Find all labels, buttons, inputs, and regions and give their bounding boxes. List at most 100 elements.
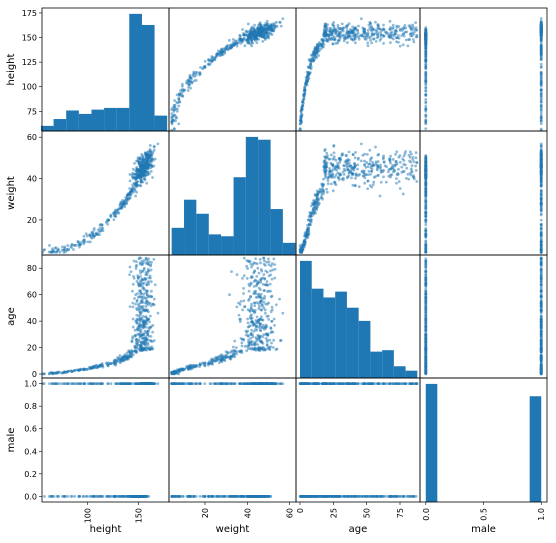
scatter-point <box>215 355 219 359</box>
scatter-point <box>146 329 150 333</box>
scatter-point <box>100 362 104 366</box>
scatter-point <box>177 104 181 108</box>
scatter-point <box>88 365 92 369</box>
scatter-point <box>400 165 404 169</box>
scatter-point <box>173 99 177 102</box>
scatter-point <box>100 223 104 227</box>
scatter-point <box>135 184 139 187</box>
scatter-point <box>322 190 326 194</box>
scatter-point <box>539 297 543 301</box>
scatter-point <box>366 153 369 156</box>
scatter-point <box>242 299 246 303</box>
scatter-point <box>273 22 276 26</box>
scatter-point <box>175 100 179 104</box>
scatter-point <box>84 232 88 236</box>
scatter-point <box>539 196 543 199</box>
scatter-point <box>264 323 268 327</box>
scatter-point <box>325 190 329 194</box>
scatter-point <box>424 234 428 238</box>
scatter-point <box>267 263 271 267</box>
scatter-point <box>66 244 70 247</box>
scatter-point <box>249 282 253 286</box>
scatter-point <box>142 333 146 337</box>
scatter-point <box>424 371 428 375</box>
scatter-point <box>95 364 99 368</box>
scatter-point <box>268 282 272 286</box>
scatter-point <box>345 26 349 30</box>
scatter-point <box>270 305 274 309</box>
scatter-point <box>539 243 543 247</box>
scatter-point <box>539 108 543 112</box>
scatter-point <box>259 326 263 330</box>
scatter-point <box>131 336 134 340</box>
scatter-point <box>251 324 255 327</box>
scatter-point <box>539 269 543 273</box>
scatter-point <box>539 311 543 315</box>
scatter-point <box>142 177 146 181</box>
panel-age-vs-height <box>41 256 160 376</box>
scatter-point <box>228 293 231 297</box>
scatter-point <box>278 20 281 24</box>
scatter-point <box>143 343 147 347</box>
scatter-point <box>424 243 428 247</box>
scatter-point <box>260 347 264 351</box>
scatter-point <box>270 262 274 265</box>
scatter-point <box>263 308 267 312</box>
scatter-point <box>325 151 329 155</box>
scatter-point <box>397 155 401 159</box>
scatter-point <box>172 105 176 109</box>
scatter-point <box>402 163 406 166</box>
scatter-point <box>539 257 543 261</box>
scatter-point <box>539 43 543 47</box>
scatter-point <box>256 266 260 270</box>
scatter-point <box>539 274 543 278</box>
scatter-point <box>300 108 304 112</box>
scatter-point <box>255 41 259 45</box>
scatter-point <box>122 199 126 203</box>
scatter-point <box>314 202 317 206</box>
scatter-point <box>265 19 269 23</box>
scatter-point <box>357 35 360 39</box>
scatter-point <box>539 260 543 264</box>
scatter-point <box>424 279 428 283</box>
scatter-point <box>382 28 386 31</box>
scatter-point <box>255 315 259 319</box>
scatter-point <box>347 22 351 26</box>
scatter-point <box>539 193 543 196</box>
scatter-point <box>213 58 217 62</box>
scatter-point <box>539 153 543 156</box>
scatter-point <box>252 348 256 352</box>
scatter-point <box>331 31 334 35</box>
scatter-point <box>79 367 83 371</box>
scatter-point <box>259 23 263 27</box>
scatter-point <box>408 24 412 28</box>
scatter-point <box>269 264 273 268</box>
scatter-point <box>206 62 210 66</box>
scatter-point <box>301 100 304 104</box>
scatter-point <box>261 40 265 43</box>
scatter-point <box>312 199 316 203</box>
scatter-point <box>131 317 135 321</box>
scatter-point <box>539 299 543 303</box>
scatter-point <box>411 158 415 161</box>
scatter-point <box>235 42 239 46</box>
scatter-point <box>409 152 413 156</box>
scatter-point <box>405 166 409 170</box>
scatter-point <box>338 31 342 34</box>
scatter-point <box>235 305 239 309</box>
scatter-point <box>327 33 331 37</box>
scatter-point <box>303 84 307 88</box>
scatter-point <box>356 157 360 161</box>
scatter-point <box>131 282 135 286</box>
scatter-point <box>323 148 327 151</box>
scatter-point <box>409 167 413 171</box>
scatter-point <box>145 337 149 341</box>
scatter-point <box>382 41 385 45</box>
scatter-point <box>128 179 132 183</box>
panel-weight-vs-weight <box>171 136 296 255</box>
scatter-point <box>249 304 253 308</box>
scatter-point <box>131 183 134 187</box>
scatter-point <box>128 350 132 354</box>
scatter-point <box>424 66 428 69</box>
scatter-point <box>269 295 273 299</box>
